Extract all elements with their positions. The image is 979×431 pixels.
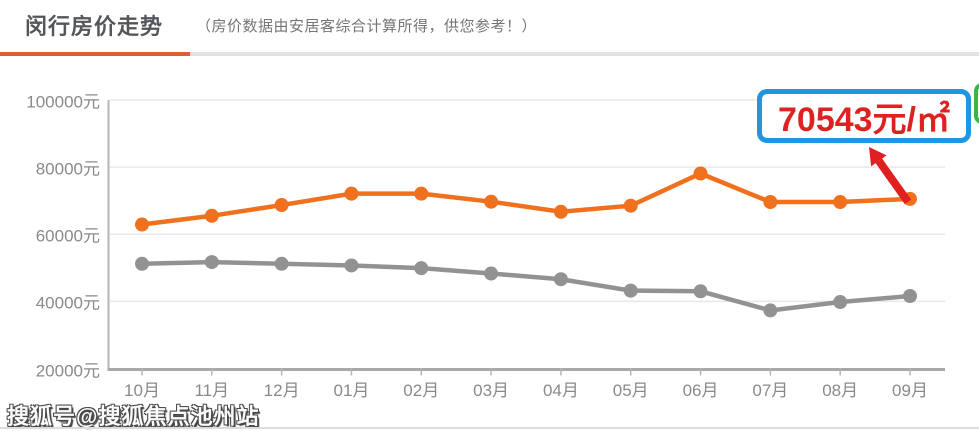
arrow-annotation-shaft [875,158,912,205]
page-title: 闵行房价走势 [25,14,164,39]
x-axis-label: 07月 [752,381,789,400]
data-point-orange-07月[interactable] [763,195,778,210]
x-axis-label: 12月 [263,381,300,400]
data-point-gray-10月[interactable] [135,256,149,271]
page-subtitle-note: （房价数据由安居客综合计算所得，供您参考！） [196,18,538,35]
data-point-gray-04月[interactable] [553,272,568,287]
y-axis-label: 20000元 [35,361,100,380]
series-line-orange [141,171,911,227]
data-point-gray-07月[interactable] [763,303,778,318]
data-point-orange-11月[interactable] [204,208,219,223]
x-axis-label: 08月 [822,381,859,400]
x-axis-label: 05月 [612,381,649,400]
data-point-orange-10月[interactable] [135,217,149,232]
data-point-orange-01月[interactable] [344,186,359,201]
x-axis-label: 02月 [403,381,440,400]
x-axis-label: 10月 [124,381,160,400]
widget-bottom-border [0,427,979,429]
partial-green-callout-fragment [974,83,979,124]
data-point-gray-05月[interactable] [623,283,638,298]
data-point-orange-08月[interactable] [833,195,848,210]
watermark: 搜狐号@搜狐焦点池州站 [7,404,260,429]
data-point-gray-08月[interactable] [833,295,848,310]
x-axis-label: 09月 [892,381,928,400]
data-point-gray-06月[interactable] [693,284,708,299]
data-point-gray-01月[interactable] [344,258,359,273]
header-divider [0,52,979,56]
y-axis-label: 40000元 [35,293,100,313]
data-point-orange-02月[interactable] [414,186,429,201]
arrow-annotation-head [869,147,887,167]
y-axis-label: 100000元 [26,92,100,112]
data-point-gray-09月[interactable] [903,289,917,304]
data-point-gray-11月[interactable] [204,255,219,270]
data-point-orange-03月[interactable] [484,194,499,209]
series-line-gray [141,259,911,313]
x-axis-label: 01月 [333,381,370,400]
y-axis-label: 80000元 [35,159,100,179]
data-point-orange-06月[interactable] [693,166,708,181]
price-callout: 70543元/㎡ [757,89,971,143]
price-callout-value: 70543元/㎡ [778,100,950,139]
x-axis-label: 11月 [194,381,230,400]
data-point-orange-04月[interactable] [553,204,568,219]
y-axis-label: 60000元 [35,226,100,246]
data-point-orange-12月[interactable] [274,198,289,213]
data-point-gray-03月[interactable] [484,266,499,281]
header-divider-accent [0,52,190,56]
data-point-gray-02月[interactable] [414,261,429,276]
x-axis-label: 03月 [473,381,510,400]
data-point-orange-05月[interactable] [623,198,638,213]
x-axis-label: 06月 [682,381,719,400]
data-point-gray-12月[interactable] [274,256,289,271]
x-axis-label: 04月 [542,381,579,400]
